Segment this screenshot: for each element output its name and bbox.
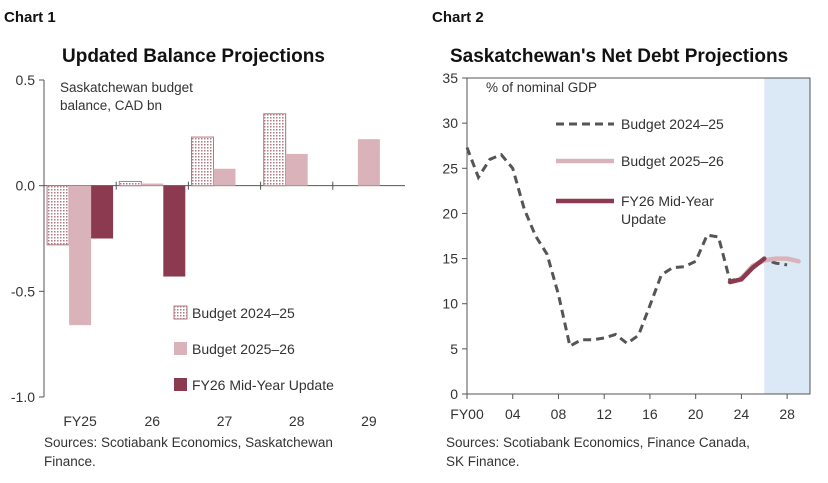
y-tick-label: 0.5 (16, 72, 36, 88)
legend-label-2-mid-year-line-2: Update (621, 211, 666, 227)
x-tick-label: 26 (145, 413, 161, 429)
bar-mid-year (163, 185, 186, 277)
x-tick-label: 28 (289, 413, 305, 429)
chart-1-ylabel-line-2: balance, CAD bn (60, 98, 162, 113)
legend-label-2-budget-2025-26: Budget 2025–26 (621, 153, 724, 169)
y-tick-label: 0 (450, 386, 458, 402)
y-tick-label: -1.0 (11, 389, 35, 405)
x-tick-label: 28 (779, 406, 795, 422)
x-tick-label: FY00 (450, 406, 484, 422)
legend-swatch-mid-year (174, 378, 187, 391)
x-tick-label: 16 (642, 406, 658, 422)
x-tick-label: 04 (505, 406, 521, 422)
y-tick-label: 10 (442, 296, 458, 312)
line-mid-year (727, 256, 767, 285)
chart-2-plot: 0 5 10 15 20 25 30 35 FY00 04 08 12 16 20 24 28 (442, 70, 811, 422)
bar-budget-2024-25 (118, 180, 142, 187)
bar-budget-2025-26 (357, 139, 380, 186)
bar-budget-2024-25 (263, 113, 287, 187)
y-tick-label: 30 (442, 115, 458, 131)
chart-1-source-line-1: Sources: Scotiabank Economics, Saskatche… (44, 435, 333, 450)
y-tick-label: -0.5 (11, 283, 35, 299)
chart-1-legend: Budget 2024–25 Budget 2025–26 FY26 Mid-Y… (173, 305, 334, 393)
x-tick-label: 12 (596, 406, 612, 422)
legend-label-2-mid-year-line-1: FY26 Mid-Year (621, 193, 714, 209)
chart-1-label: Chart 1 (4, 9, 56, 26)
chart-1-source-line-2: Finance. (44, 454, 96, 469)
line-budget-2024-25 (465, 146, 788, 349)
forecast-shade (764, 78, 810, 394)
legend-swatch-budget-2025-26 (174, 342, 187, 355)
chart-1-title: Updated Balance Projections (62, 46, 325, 67)
chart-1-bars (46, 113, 380, 326)
chart-2-legend: Budget 2024–25 Budget 2025–26 FY26 Mid-Y… (556, 116, 724, 227)
y-tick-label: 35 (442, 70, 458, 86)
chart-2: Chart 2 Saskatchewan's Net Debt Projecti… (432, 9, 811, 469)
x-tick-label: 20 (688, 406, 704, 422)
bar-budget-2024-25 (46, 185, 70, 246)
y-tick-label: 5 (450, 341, 458, 357)
bar-budget-2024-25 (191, 136, 214, 187)
bar-budget-2025-26 (141, 183, 164, 186)
legend-label-budget-2025-26: Budget 2025–26 (192, 341, 295, 357)
bar-budget-2025-26 (285, 153, 308, 186)
legend-label-mid-year: FY26 Mid-Year Update (192, 377, 334, 393)
legend-swatch-budget-2024-25 (173, 305, 188, 320)
chart-1: Chart 1 Updated Balance Projections Sask… (4, 9, 405, 469)
x-tick-label: 27 (217, 413, 233, 429)
y-tick-label: 0.0 (16, 178, 36, 194)
chart-2-frame (466, 77, 811, 395)
chart-1-ylabel-line-1: Saskatchewan budget (60, 80, 193, 95)
x-tick-label: 29 (361, 413, 377, 429)
y-tick-label: 15 (442, 251, 458, 267)
chart-2-source-line-1: Sources: Scotiabank Economics, Finance C… (446, 435, 750, 450)
y-tick-label: 25 (442, 160, 458, 176)
x-tick-label: 08 (551, 406, 567, 422)
chart-2-label: Chart 2 (432, 9, 484, 26)
bar-budget-2025-26 (213, 168, 236, 186)
x-tick-label: FY25 (63, 413, 97, 429)
chart-1-axes: -1.0 -0.5 0.0 0.5 FY25 26 27 28 29 (11, 72, 405, 429)
chart-2-source-line-2: SK Finance. (446, 454, 520, 469)
chart-2-ylabel: % of nominal GDP (486, 80, 597, 95)
x-tick-label: 24 (734, 406, 750, 422)
legend-label-budget-2024-25: Budget 2024–25 (192, 305, 295, 321)
chart-2-title: Saskatchewan's Net Debt Projections (450, 46, 788, 67)
y-tick-label: 20 (442, 205, 458, 221)
legend-label-2-budget-2024-25: Budget 2024–25 (621, 116, 724, 132)
bar-mid-year (91, 185, 114, 239)
bar-budget-2025-26 (69, 185, 92, 326)
